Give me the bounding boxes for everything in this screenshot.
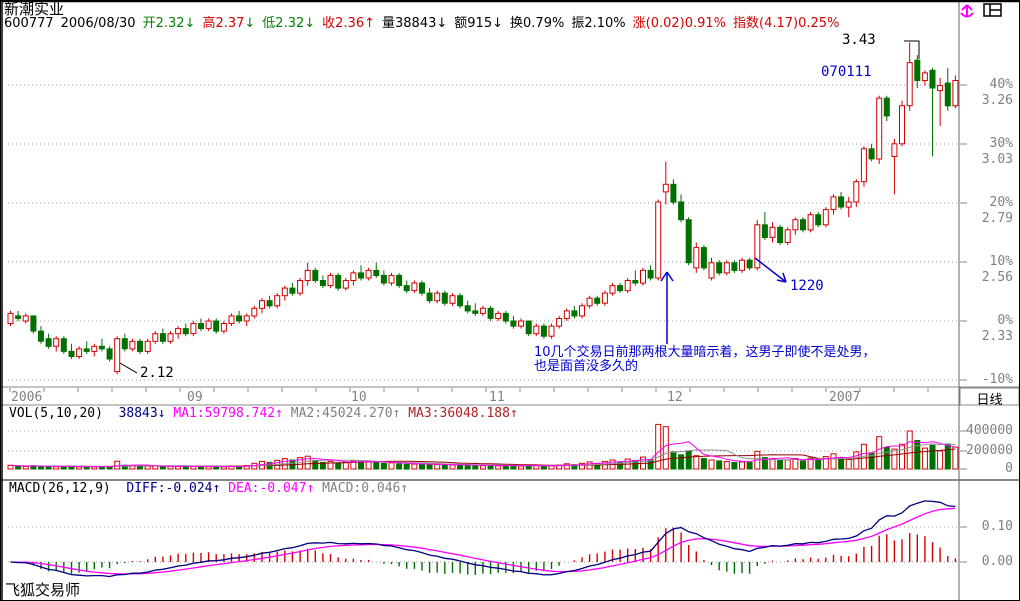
macd-header-seg-6: ↑ <box>400 481 409 496</box>
pct-axis-label: 10% <box>989 254 1013 269</box>
quote-field-10: 涨(0.02)0.91% <box>632 16 727 31</box>
pct-axis-label: 40% <box>989 77 1013 92</box>
macd-header-seg-4: ↑ <box>306 481 323 496</box>
window-layout-icon[interactable] <box>983 3 1003 17</box>
pct-axis-label: 20% <box>989 195 1013 210</box>
quote-field-11: 指数(4.17)0.25% <box>733 16 840 31</box>
quote-field-6: 量38843↓ <box>382 16 448 31</box>
vol-header-seg-5: MA2:45024.270 <box>290 406 393 421</box>
time-axis-label: 09 <box>187 390 203 405</box>
quote-field-1: 2006/08/30 <box>60 16 136 31</box>
vol-header-seg-7: MA3:36048.188 <box>408 406 510 421</box>
time-axis-label: 2006 <box>11 390 43 405</box>
pct-axis-label: 30% <box>989 136 1013 151</box>
quote-field-9: 振2.10% <box>571 16 626 31</box>
macd-header-seg-2: ↑ <box>212 481 229 496</box>
quote-field-arrow: ↓ <box>304 16 316 31</box>
quote-field-5: 收2.36↑ <box>322 16 376 31</box>
quote-field-arrow: ↓ <box>244 16 256 31</box>
time-axis-label: 2007 <box>829 390 861 405</box>
quote-field-2: 开2.32↓ <box>142 16 196 31</box>
macd-header-seg-1: DIFF:-0.024 <box>126 481 213 496</box>
macd-indicator-header: MACD(26,12,9) DIFF:-0.024 ↑ DEA:-0.047 ↑ M… <box>9 482 408 495</box>
quote-field-arrow: ↑ <box>364 16 376 31</box>
peak-price-label[interactable]: 3.43 <box>842 32 876 48</box>
volume-axis-label: 0 <box>1005 461 1013 476</box>
macd-header-seg-3: DEA:-0.047 <box>228 481 307 496</box>
vol-header-seg-0: VOL(5,10,20) <box>9 406 119 421</box>
vol-header-seg-4: ↑ <box>275 406 291 421</box>
quote-field-4: 低2.32↓ <box>262 16 316 31</box>
arrow-annotation-label[interactable]: 1220 <box>790 278 824 294</box>
quote-field-arrow: ↓ <box>184 16 196 31</box>
note-text-line2[interactable]: 也是面首没多久的 <box>534 359 639 374</box>
time-axis-label: 11 <box>489 390 505 405</box>
app-watermark: 飞狐交易师 <box>5 581 81 599</box>
vol-header-seg-1: 38843 <box>118 406 158 421</box>
volume-axis-label: 200000 <box>966 443 1013 458</box>
macd-header-seg-5: MACD:0.046 <box>322 481 401 496</box>
time-axis-label: 10 <box>351 390 367 405</box>
macd-header-seg-0: MACD(26,12,9) <box>9 481 127 496</box>
macd-axis-label: 0.00 <box>981 554 1013 569</box>
vol-header-seg-6: ↑ <box>392 406 409 421</box>
pct-axis-label: -10% <box>981 372 1013 387</box>
pct-axis-label: 0% <box>997 313 1013 328</box>
quote-field-arrow: ↓ <box>492 16 504 31</box>
vol-header-seg-3: MA1:59798.742 <box>173 406 276 421</box>
macd-axis-label: 0.10 <box>981 519 1013 534</box>
date-annotation[interactable]: 070111 <box>821 64 872 80</box>
price-axis-label: 3.26 <box>981 93 1013 108</box>
price-axis-label: 2.79 <box>981 211 1013 226</box>
period-selector[interactable]: 日线 <box>976 393 1003 408</box>
quote-field-8: 换0.79% <box>510 16 565 31</box>
quote-info-line: 600777 2006/08/30 开2.32↓ 高2.37↓ 低2.32↓ 收2.36↑… <box>4 17 846 30</box>
quote-field-3: 高2.37↓ <box>202 16 256 31</box>
price-axis-label: 3.03 <box>981 152 1013 167</box>
volume-indicator-header: VOL(5,10,20) 38843 ↓ MA1:59798.742 ↑ MA2:4… <box>9 407 518 420</box>
anchor-icon[interactable] <box>957 2 979 20</box>
vol-header-seg-8: ↑ <box>509 406 518 421</box>
vol-header-seg-2: ↓ <box>157 406 174 421</box>
volume-axis-label: 400000 <box>966 423 1013 438</box>
quote-field-7: 额915↓ <box>454 16 504 31</box>
price-axis-label: 2.56 <box>981 270 1013 285</box>
note-text-line1[interactable]: 10几个交易日前那两根大量暗示着，这男子即使不是处男， <box>534 345 876 360</box>
stock-name: 新潮实业 <box>4 0 65 18</box>
price-axis-label: 2.33 <box>981 329 1013 344</box>
quote-field-0: 600777 <box>4 16 54 31</box>
low-price-label[interactable]: 2.12 <box>140 365 174 381</box>
time-axis-label: 12 <box>667 390 683 405</box>
quote-field-arrow: ↓ <box>436 16 448 31</box>
